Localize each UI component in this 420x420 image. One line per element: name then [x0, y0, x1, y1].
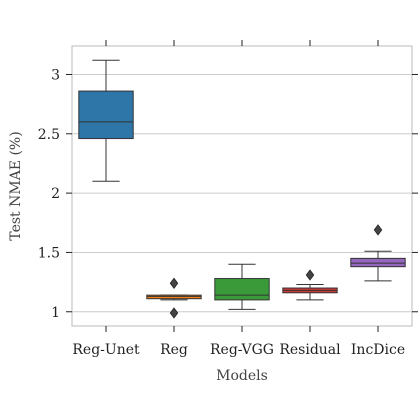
y-tick-label: 1 — [51, 305, 60, 321]
outlier-point — [169, 277, 179, 289]
box-reg-unet — [78, 59, 134, 182]
y-tick-label: 1.5 — [38, 245, 60, 261]
box-reg-vgg — [214, 263, 270, 310]
x-tick-label: Reg-VGG — [210, 342, 274, 358]
tick-labels: 1 1.5 2 2.5 3 Reg-Unet Reg Reg-VGG Residual IncDi… — [38, 67, 405, 358]
x-axis-title: Models — [216, 368, 268, 384]
outlier-point — [373, 224, 383, 236]
x-tick-label: Reg — [160, 342, 188, 358]
boxes — [78, 59, 406, 319]
x-tick-label: Residual — [279, 342, 341, 358]
iqr-box — [214, 278, 270, 301]
y-tick-label: 3 — [51, 67, 60, 83]
ticks — [66, 40, 418, 332]
y-axis-title: Test NMAE (%) — [8, 131, 24, 240]
x-tick-label: Reg-Unet — [72, 342, 140, 358]
y-tick-label: 2 — [51, 186, 60, 202]
iqr-box — [350, 257, 406, 268]
outlier-point — [169, 307, 179, 319]
box-reg — [146, 277, 202, 319]
outlier-point — [305, 269, 315, 281]
iqr-box — [78, 90, 134, 140]
y-tick-label: 2.5 — [38, 127, 60, 143]
box-incdice — [350, 224, 406, 282]
box-residual — [282, 269, 338, 301]
iqr-box — [146, 294, 202, 300]
x-tick-label: IncDice — [351, 342, 405, 358]
